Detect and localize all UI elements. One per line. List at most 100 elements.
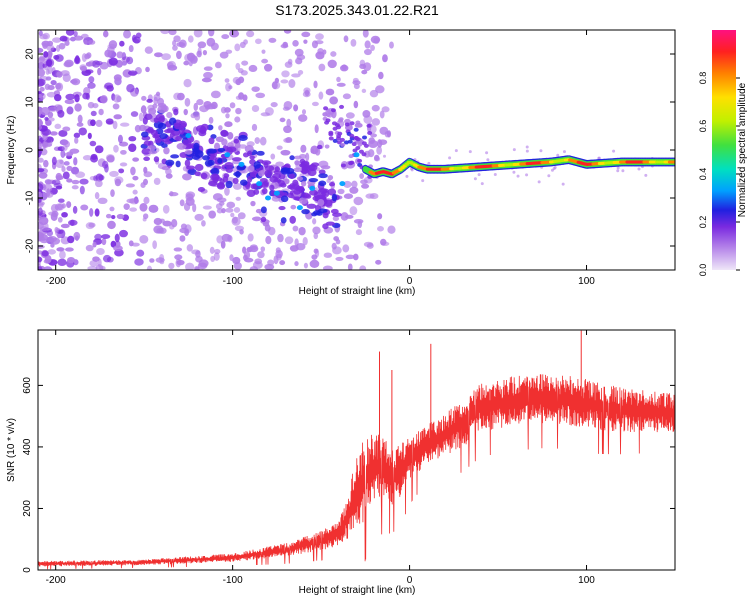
spectrogram-cell (153, 177, 161, 186)
spectrogram-cell (112, 103, 120, 110)
spectrogram-cell (170, 154, 180, 159)
spectrogram-cell (38, 47, 44, 53)
spectrogram-cell (298, 226, 306, 236)
spectrogram-cell (379, 110, 385, 119)
spectrogram-cell (83, 39, 88, 45)
spectrogram-cell (47, 249, 57, 255)
spectrogram-cell (109, 170, 119, 177)
spectrogram-cell (225, 113, 230, 119)
spectrogram-cell (152, 240, 157, 250)
spectrogram-cell (39, 226, 49, 232)
spectrogram-cell (292, 225, 299, 232)
spectrogram-cell (210, 167, 220, 176)
spectrogram-cell (525, 145, 529, 149)
spectrogram-cell (621, 169, 625, 173)
spectrogram-cell (480, 182, 484, 186)
spectrogram-cell (113, 144, 119, 153)
spectrogram-cell (355, 229, 363, 236)
spectrogram-cell (300, 192, 311, 199)
spectrogram-cell (202, 205, 212, 210)
spectrogram-cell (94, 145, 104, 154)
spectrogram-cell (200, 172, 208, 180)
spectrogram-cell (131, 242, 140, 247)
spectrogram-cell (265, 195, 272, 201)
spectrogram-cell (94, 192, 100, 200)
spectrogram-cell (113, 94, 121, 103)
spectrogram-cell (74, 94, 80, 103)
spectrogram-cell (216, 208, 223, 214)
spectrogram-cell (235, 78, 242, 86)
spectrogram-cell (129, 197, 140, 205)
spectrogram-cell (95, 60, 103, 66)
spectrogram-cell (75, 171, 86, 178)
spectrogram-cell (80, 204, 89, 211)
spectrogram-cell (49, 131, 58, 136)
spectrogram-cell (44, 83, 51, 91)
spectrogram-cell (335, 256, 344, 262)
bottom-y-ticks: 0 200 400 600 (22, 377, 675, 573)
spectrogram-cell (102, 30, 109, 38)
spectrogram-cell (169, 190, 174, 197)
spectrogram-cell (363, 62, 372, 72)
spectrogram-cell (118, 229, 128, 238)
spectrogram-cell (230, 212, 235, 218)
spectrogram-cell (109, 206, 115, 212)
spectrogram-cell (60, 223, 70, 229)
spectrogram-cell (156, 227, 165, 234)
spectrogram-cell (202, 50, 208, 56)
colorbar-ticks: 0.0 0.2 0.4 0.6 0.8 (698, 72, 740, 276)
spectrogram-cell (376, 145, 383, 155)
spectrogram-cell (250, 183, 258, 190)
spectrogram-cell (275, 249, 283, 259)
spectrogram-cell (159, 133, 168, 139)
spectrogram-cell (166, 111, 173, 119)
spectrogram-cell (55, 83, 62, 90)
spectrogram-cell (216, 235, 224, 244)
spectrogram-cell (347, 139, 353, 144)
spectrogram-cell (283, 30, 292, 34)
spectrogram-cell (241, 60, 249, 66)
spectrogram-cell (59, 250, 66, 260)
spectrogram-cell (114, 233, 120, 243)
spectrogram-cell (324, 144, 330, 149)
spectrogram-cell (218, 125, 223, 131)
spectrogram-cell (56, 232, 62, 239)
spectrogram-cell (325, 88, 335, 96)
spectrogram-cell (284, 236, 294, 245)
spectrogram-cell (353, 218, 364, 224)
spectrogram-cell (261, 49, 266, 54)
spectrogram-cell (184, 53, 194, 63)
spectrogram-cell (217, 147, 226, 153)
spectrogram-cell (253, 161, 261, 169)
spectrogram-cell (235, 196, 242, 201)
spectrogram-cell (153, 156, 160, 163)
spectrogram-cell (261, 187, 268, 195)
spectrogram-cell (94, 179, 103, 188)
spectrogram-cell (66, 151, 74, 156)
spectrogram-cell (238, 161, 245, 167)
spectrogram-cell (193, 30, 203, 38)
spectrogram-cell (65, 93, 76, 100)
spectrogram-cell (299, 153, 307, 160)
spectrogram-cell (345, 254, 355, 260)
spectrogram-cell (330, 108, 336, 113)
spectrogram-cell (371, 118, 381, 126)
spectrogram-cell (39, 86, 45, 92)
spectrogram-cell (208, 137, 215, 145)
spectrogram-cell (343, 35, 349, 43)
spectrogram-cell (78, 127, 87, 136)
spectrogram-cell (119, 122, 130, 127)
spectrogram-cell (224, 161, 234, 169)
spectrogram-cell (290, 204, 297, 210)
spectrogram-cell (292, 179, 299, 186)
spectrogram-cell (129, 207, 137, 212)
spectrogram-cell (53, 93, 62, 102)
spectrogram-cell (179, 199, 185, 207)
spectrogram-cell (57, 109, 65, 118)
spectrogram-cell (352, 80, 361, 86)
spectrogram-cell (56, 71, 63, 78)
spectrogram-cell (195, 125, 206, 133)
spectrogram-cell (201, 77, 212, 83)
spectrogram-cell (313, 232, 319, 240)
